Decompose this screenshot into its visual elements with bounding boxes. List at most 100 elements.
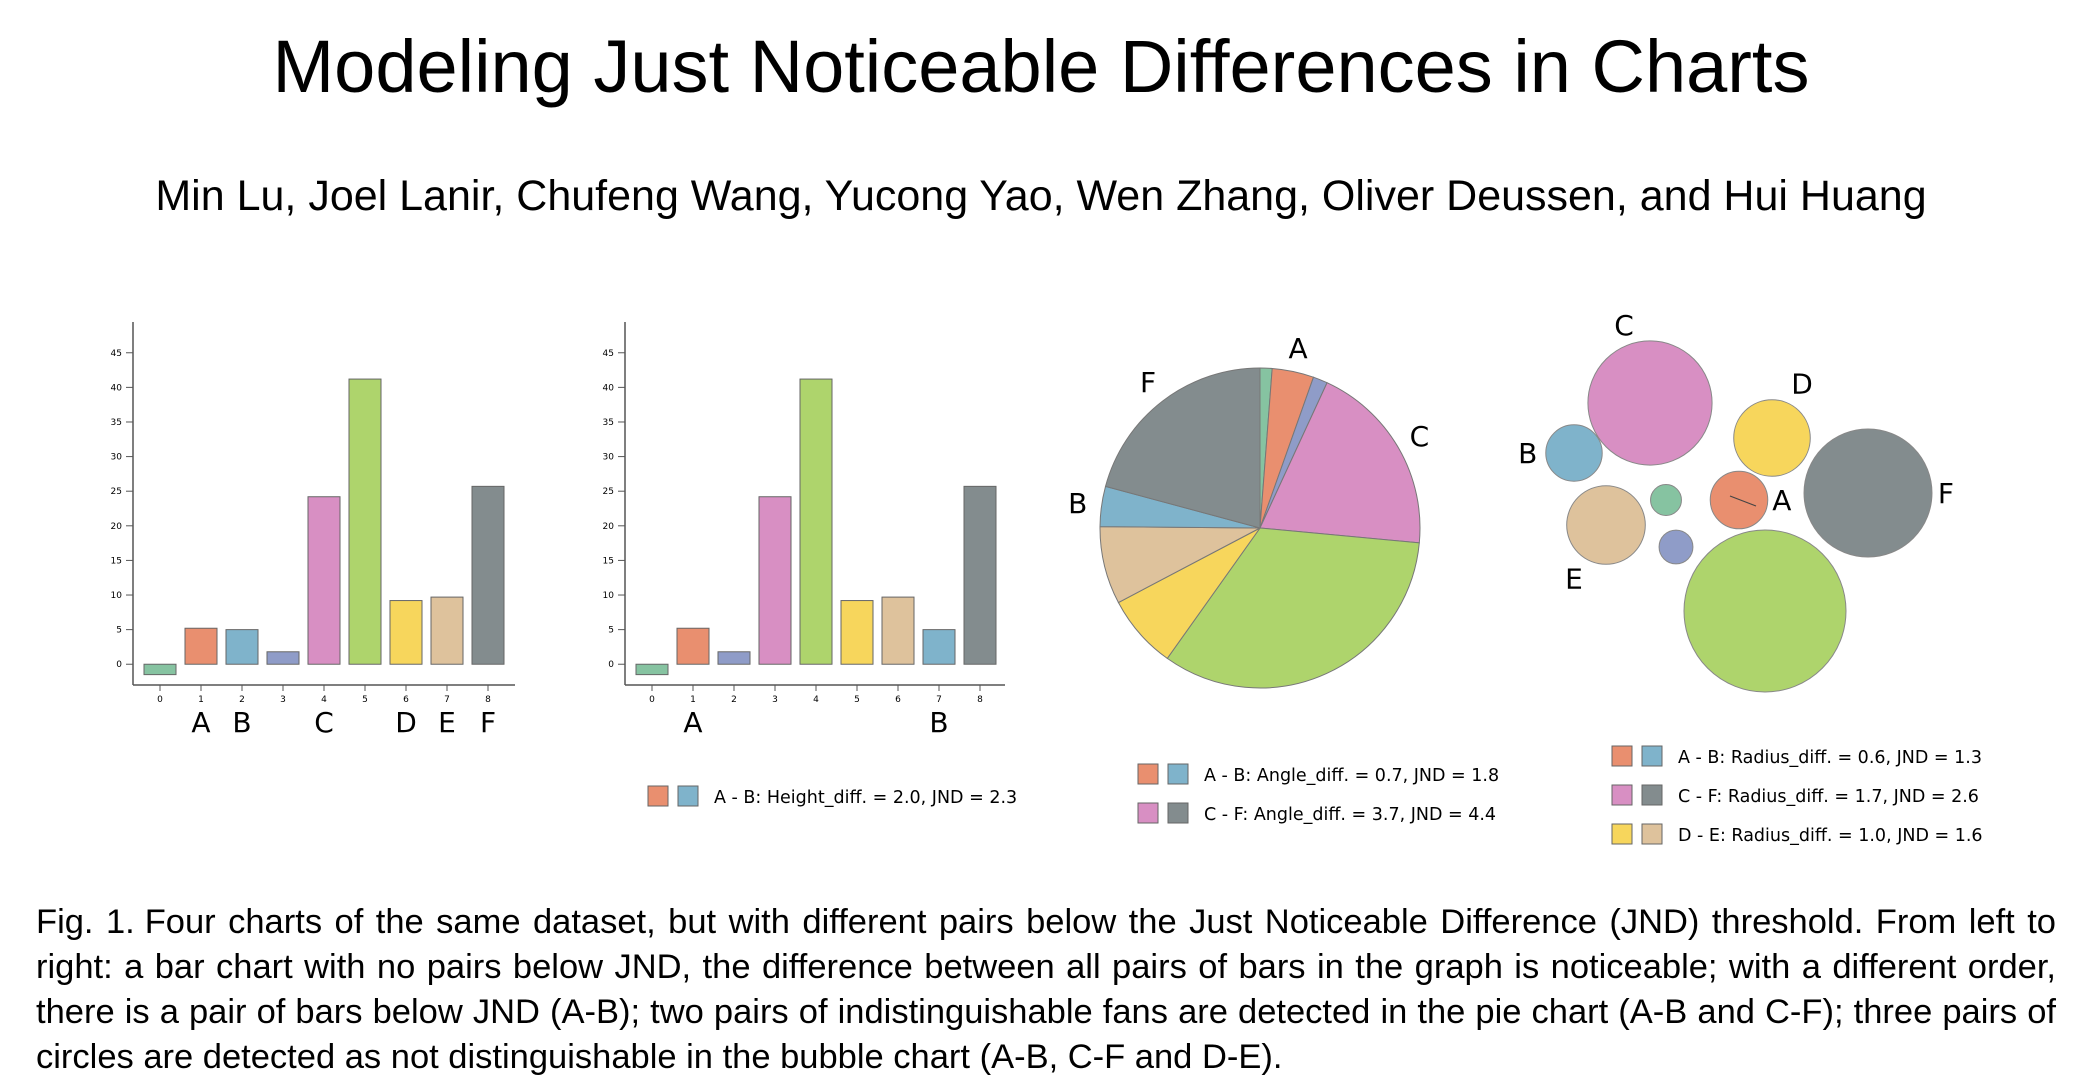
bubble-chart: A B C D E F A - B: Radius_diff. = 0.6, JND = 1… — [1518, 309, 1982, 846]
y-tick-label: 5 — [116, 626, 122, 636]
legend-swatch — [1641, 823, 1663, 845]
pie-slice — [1259, 382, 1421, 544]
x-tick-label: 1 — [690, 695, 696, 705]
x-tick-label: 6 — [403, 695, 409, 705]
bar-label: B — [232, 706, 251, 739]
legend-swatch — [677, 785, 699, 807]
bar — [307, 496, 341, 665]
legend-swatch — [1611, 784, 1633, 806]
x-tick-label: 8 — [485, 695, 491, 705]
legend-swatch — [1611, 823, 1633, 845]
x-tick-label: 7 — [444, 695, 450, 705]
y-tick-label: 40 — [603, 383, 615, 393]
bar-label: D — [395, 706, 417, 739]
y-tick-label: 25 — [603, 487, 614, 497]
x-tick-label: 5 — [854, 695, 860, 705]
legend-text: C - F: Angle_diff. = 3.7, JND = 4.4 — [1204, 805, 1496, 825]
y-tick-label: 35 — [111, 418, 122, 428]
bar — [225, 629, 259, 665]
legend-swatch — [1167, 802, 1189, 824]
paper-authors: Min Lu, Joel Lanir, Chufeng Wang, Yucong… — [155, 172, 1927, 220]
x-tick-label: 1 — [198, 695, 204, 705]
y-tick-label: 30 — [111, 453, 123, 463]
x-tick-label: 3 — [772, 695, 778, 705]
bar-label: C — [314, 706, 334, 739]
bubble-label: A — [1772, 484, 1791, 517]
y-tick-label: 25 — [111, 487, 122, 497]
bubble — [1545, 424, 1603, 482]
bubble-label: D — [1791, 368, 1813, 401]
pie-chart: A C B F A - B: Angle_diff. = 0.7, JND = 1.8 C… — [1068, 332, 1499, 825]
bar-label: E — [438, 706, 456, 739]
bubble — [1566, 485, 1646, 565]
y-tick-label: 10 — [603, 591, 615, 601]
bubble — [1733, 399, 1811, 477]
bar — [635, 663, 669, 676]
bubble — [1803, 428, 1933, 558]
legend-text: C - F: Radius_diff. = 1.7, JND = 2.6 — [1678, 787, 1979, 807]
bar — [430, 596, 464, 665]
y-tick-label: 5 — [608, 626, 614, 636]
bubble-label: C — [1614, 309, 1634, 342]
bar-label: A — [683, 706, 702, 739]
x-tick-label: 4 — [813, 695, 819, 705]
bubble — [1658, 529, 1694, 565]
paper-title: Modeling Just Noticeable Differences in … — [272, 25, 1810, 108]
x-tick-label: 2 — [731, 695, 737, 705]
y-tick-label: 0 — [608, 660, 614, 670]
legend-text: A - B: Height_diff. = 2.0, JND = 2.3 — [714, 788, 1017, 808]
bubble-label: F — [1938, 477, 1954, 510]
legend-text: A - B: Angle_diff. = 0.7, JND = 1.8 — [1204, 766, 1499, 786]
bar — [266, 651, 300, 665]
y-tick-label: 30 — [603, 453, 615, 463]
bar — [881, 596, 915, 665]
bubble-label: E — [1565, 562, 1583, 595]
x-tick-label: 7 — [936, 695, 942, 705]
slice-label: B — [1068, 487, 1087, 520]
legend-swatch — [647, 785, 669, 807]
x-tick-label: 0 — [157, 695, 163, 705]
label-leader — [1729, 495, 1757, 507]
legend-swatch — [1611, 745, 1633, 767]
y-tick-label: 0 — [116, 660, 122, 670]
bar — [840, 600, 874, 665]
x-tick-label: 8 — [977, 695, 983, 705]
bubble — [1650, 484, 1682, 516]
figure-label: Fig. 1. — [36, 903, 135, 941]
y-tick-label: 45 — [111, 349, 122, 359]
bar-label: F — [480, 706, 496, 739]
legend-swatch — [1641, 745, 1663, 767]
bar — [758, 496, 792, 665]
y-tick-label: 45 — [603, 349, 614, 359]
legend-swatch — [1167, 763, 1189, 785]
bubble-label: B — [1518, 437, 1537, 470]
bar — [799, 378, 833, 665]
bar — [348, 378, 382, 665]
bar — [471, 485, 505, 665]
slice-label: F — [1140, 366, 1156, 399]
slice-label: C — [1410, 420, 1430, 453]
bar — [389, 600, 423, 665]
legend-text: D - E: Radius_diff. = 1.0, JND = 1.6 — [1678, 826, 1983, 846]
bar-label: B — [929, 706, 948, 739]
y-tick-label: 10 — [111, 591, 123, 601]
bar — [184, 627, 218, 665]
y-tick-label: 15 — [111, 556, 122, 566]
y-tick-label: 40 — [111, 383, 123, 393]
legend-swatch — [1641, 784, 1663, 806]
bar — [143, 663, 177, 676]
bar — [676, 627, 710, 665]
x-tick-label: 6 — [895, 695, 901, 705]
y-tick-label: 20 — [603, 522, 615, 532]
x-tick-label: 3 — [280, 695, 286, 705]
figure-caption-text: Four charts of the same dataset, but wit… — [36, 903, 2056, 1076]
slice-label: A — [1289, 332, 1308, 365]
bar — [717, 651, 751, 665]
bubble — [1683, 529, 1847, 693]
bubble — [1587, 340, 1713, 466]
legend-swatch — [1137, 763, 1159, 785]
bar-chart-a: 0 5 10 15 20 25 30 35 40 45 0 1A 2B 3 4C 5 6D 7E 8F — [111, 322, 515, 739]
y-tick-label: 20 — [111, 522, 123, 532]
